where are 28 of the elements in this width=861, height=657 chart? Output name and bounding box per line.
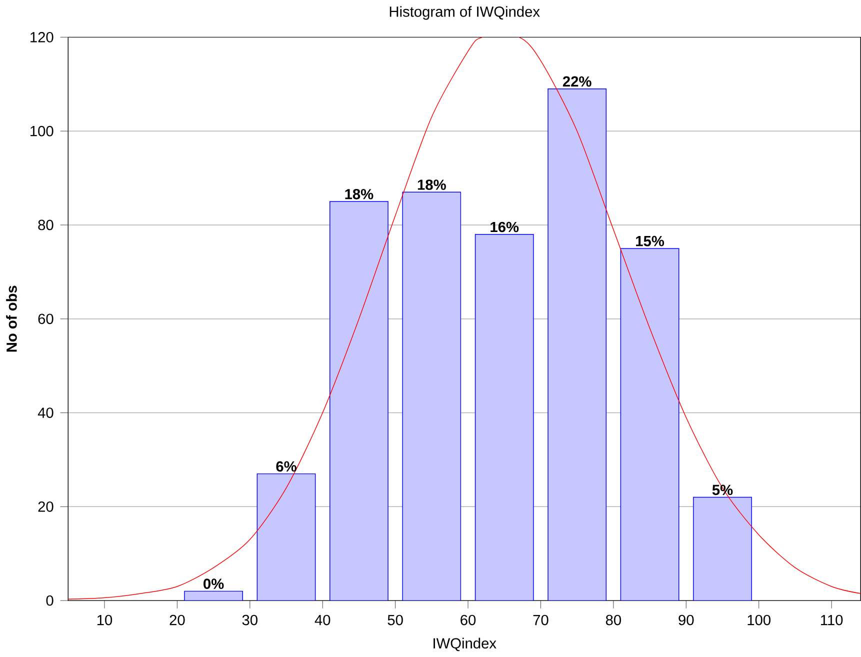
annotation: 16% [490, 222, 519, 232]
y-tick-label: 0 [46, 595, 54, 606]
y-tick-label: 60 [38, 314, 54, 324]
x-tick-label: 100 [748, 614, 770, 626]
annotation: 15% [636, 236, 664, 246]
x-tick-label: 20 [170, 614, 185, 626]
y-tick-label: 80 [38, 220, 54, 230]
x-tick-label: 70 [533, 614, 548, 626]
x-tick-label: 80 [606, 614, 622, 626]
x-tick-label: 90 [678, 614, 694, 626]
y-axis-title: No of obs [6, 286, 17, 352]
x-tick-label: 10 [97, 614, 112, 626]
annotation: 18% [345, 188, 374, 200]
annotation: 0% [204, 578, 224, 589]
y-tick-label: 120 [30, 32, 54, 42]
annotation: 6% [276, 461, 296, 472]
y-tick-label: 20 [38, 501, 54, 512]
annotation: 22% [562, 76, 592, 87]
y-tick-label: 100 [30, 126, 54, 136]
x-tick-label: 40 [314, 614, 330, 626]
annotation: 18% [418, 179, 446, 190]
x-tick-label: 30 [242, 614, 258, 626]
x-tick-label: 60 [460, 614, 476, 626]
x-tick-label: 50 [388, 614, 403, 626]
x-tick-label: 110 [821, 614, 843, 626]
chart-title: Histogram of IWQindex [390, 6, 540, 20]
x-axis-title: IWQindex [434, 638, 496, 652]
y-tick-label: 40 [38, 407, 54, 418]
